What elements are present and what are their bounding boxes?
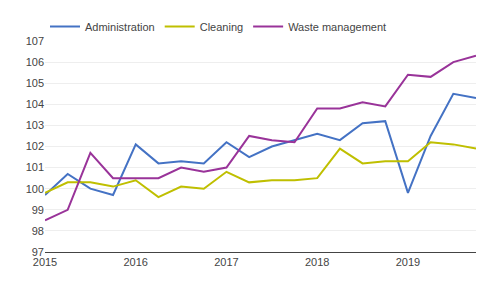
svg-text:100: 100 [26, 183, 44, 195]
svg-text:2019: 2019 [396, 256, 420, 268]
svg-text:2015: 2015 [33, 256, 57, 268]
svg-text:2017: 2017 [214, 256, 238, 268]
svg-text:Waste management: Waste management [288, 21, 386, 33]
svg-text:98: 98 [32, 225, 44, 237]
svg-text:Cleaning: Cleaning [200, 21, 243, 33]
svg-text:97: 97 [32, 246, 44, 258]
svg-text:Administration: Administration [85, 21, 155, 33]
svg-text:2018: 2018 [305, 256, 329, 268]
svg-text:106: 106 [26, 56, 44, 68]
svg-text:102: 102 [26, 140, 44, 152]
svg-text:103: 103 [26, 119, 44, 131]
svg-text:105: 105 [26, 77, 44, 89]
svg-text:2016: 2016 [123, 256, 147, 268]
svg-text:104: 104 [26, 98, 44, 110]
svg-text:107: 107 [26, 35, 44, 47]
svg-text:101: 101 [26, 161, 44, 173]
svg-text:99: 99 [32, 204, 44, 216]
